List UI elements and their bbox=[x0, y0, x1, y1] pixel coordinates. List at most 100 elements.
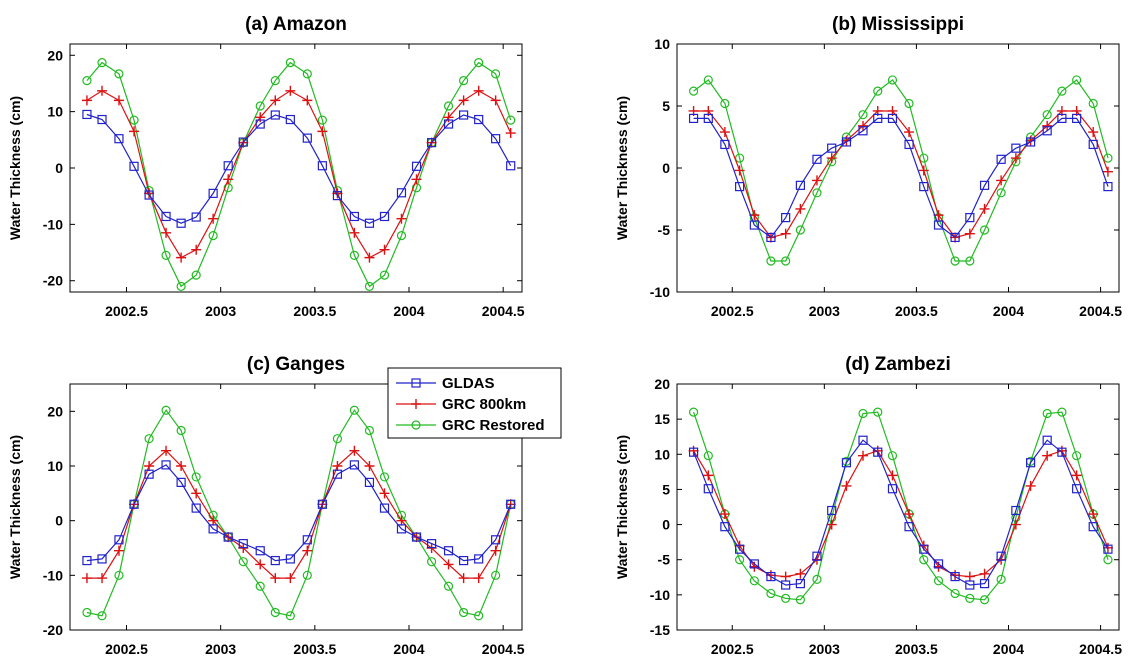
data-point bbox=[317, 126, 328, 137]
x-tick-label: 2004.5 bbox=[1079, 303, 1122, 319]
data-point bbox=[873, 407, 883, 417]
data-point bbox=[1042, 408, 1052, 419]
data-point bbox=[443, 546, 454, 556]
data-point bbox=[795, 225, 805, 235]
data-point bbox=[1042, 120, 1053, 131]
panel-title: (c) Ganges bbox=[247, 354, 345, 375]
data-point bbox=[458, 573, 469, 584]
x-tick-label: 2004.5 bbox=[1079, 641, 1122, 657]
data-point bbox=[270, 76, 280, 86]
y-tick-label: -10 bbox=[650, 284, 670, 300]
data-point bbox=[858, 126, 868, 136]
data-point bbox=[302, 133, 312, 143]
chart-panel-amazon: (a) Amazon Water Thickness (cm) -20 -10 0 10 2… bbox=[7, 14, 525, 319]
data-point bbox=[490, 545, 501, 556]
data-point bbox=[1042, 126, 1052, 136]
data-point bbox=[887, 484, 898, 494]
y-tick-label: 20 bbox=[47, 47, 63, 63]
data-point bbox=[176, 425, 186, 436]
data-point bbox=[379, 270, 390, 280]
series-line bbox=[86, 113, 512, 224]
x-tick-label: 2002.5 bbox=[105, 641, 148, 657]
plus-marker-icon bbox=[411, 399, 421, 409]
data-point bbox=[161, 460, 171, 470]
data-point bbox=[858, 110, 868, 120]
series-gldas bbox=[688, 435, 1113, 590]
data-point bbox=[1102, 542, 1113, 553]
data-point bbox=[858, 120, 869, 131]
data-point bbox=[379, 211, 390, 222]
chart-panel-zambezi: (d) Zambezi Water Thickness (cm) -15 -10 -5 0… bbox=[614, 354, 1122, 657]
data-point bbox=[505, 499, 516, 510]
y-tick-label: -15 bbox=[650, 622, 670, 638]
data-point bbox=[873, 447, 883, 457]
data-point bbox=[364, 218, 375, 228]
y-tick-label: 20 bbox=[47, 403, 63, 419]
panel-title: (d) Zambezi bbox=[845, 354, 951, 375]
data-point bbox=[933, 220, 944, 230]
x-tick-label: 2003 bbox=[205, 641, 236, 657]
y-axis-label: Water Thickness (cm) bbox=[614, 96, 630, 240]
data-point bbox=[396, 231, 407, 241]
data-point bbox=[812, 551, 822, 561]
data-point bbox=[780, 571, 791, 582]
data-point bbox=[872, 445, 883, 456]
y-tick-label: 0 bbox=[662, 517, 670, 533]
data-point bbox=[506, 499, 516, 509]
data-point bbox=[1072, 451, 1082, 461]
data-point bbox=[904, 522, 914, 532]
data-point bbox=[1057, 113, 1067, 124]
circle-marker-icon bbox=[411, 420, 421, 430]
data-point bbox=[734, 165, 745, 176]
data-point bbox=[749, 220, 759, 230]
data-point bbox=[97, 611, 107, 621]
data-point bbox=[826, 519, 837, 530]
plot-frame bbox=[676, 43, 1120, 293]
data-point bbox=[474, 114, 484, 125]
data-point bbox=[720, 522, 730, 532]
y-axis-label: Water Thickness (cm) bbox=[614, 435, 630, 579]
y-tick-label: 10 bbox=[654, 446, 670, 462]
data-point bbox=[1057, 86, 1067, 96]
data-point bbox=[491, 570, 501, 580]
data-point bbox=[1072, 113, 1082, 124]
panel-title: (a) Amazon bbox=[245, 14, 347, 35]
data-point bbox=[780, 228, 791, 239]
series-line bbox=[693, 110, 1109, 239]
data-point bbox=[1042, 450, 1053, 461]
data-point bbox=[950, 232, 960, 243]
data-point bbox=[474, 611, 484, 621]
data-point bbox=[1088, 139, 1098, 150]
data-point bbox=[332, 469, 343, 479]
data-point bbox=[491, 134, 501, 144]
data-point bbox=[812, 188, 822, 198]
data-point bbox=[749, 559, 759, 569]
data-point bbox=[827, 505, 837, 516]
data-point bbox=[735, 182, 745, 192]
data-point bbox=[443, 581, 454, 591]
data-point bbox=[144, 188, 155, 199]
data-point bbox=[364, 461, 375, 471]
data-point bbox=[720, 139, 730, 150]
data-point bbox=[735, 153, 745, 163]
x-tick-label: 2004.5 bbox=[482, 303, 525, 319]
legend: GLDAS GRC 800km GRC Restored bbox=[387, 367, 562, 439]
data-point bbox=[443, 101, 454, 111]
series-line bbox=[86, 464, 512, 562]
data-point bbox=[1103, 182, 1113, 192]
data-point bbox=[1025, 137, 1036, 147]
data-point bbox=[459, 555, 469, 566]
y-tick-label: 15 bbox=[654, 411, 670, 427]
data-point bbox=[161, 405, 171, 415]
data-point bbox=[285, 114, 295, 125]
data-point bbox=[1011, 505, 1021, 516]
data-point bbox=[795, 180, 805, 190]
data-point bbox=[887, 113, 898, 124]
data-point bbox=[1103, 555, 1113, 565]
data-point bbox=[950, 571, 960, 582]
data-point bbox=[873, 86, 883, 96]
data-point bbox=[1088, 522, 1098, 532]
legend-label-grc-800km: GRC 800km bbox=[442, 396, 526, 413]
series-grc-restored bbox=[82, 57, 516, 291]
